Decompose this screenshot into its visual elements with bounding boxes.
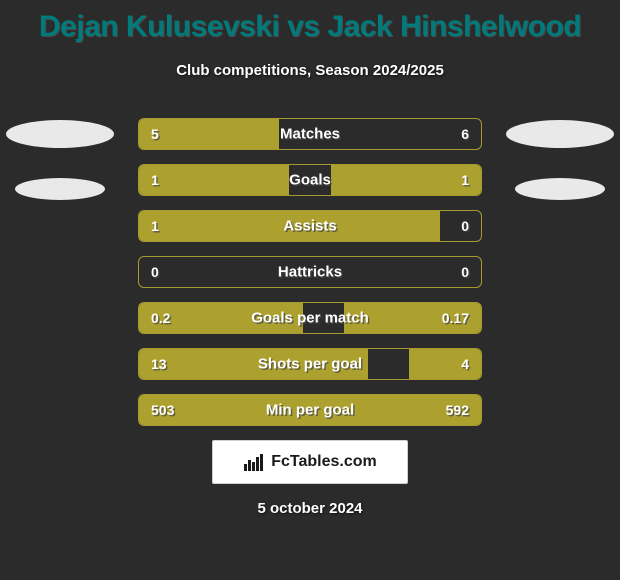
bar-right: [409, 349, 481, 379]
bar-left: [139, 119, 279, 149]
avatar-ellipse: [15, 178, 105, 200]
stat-row: 1Goals1: [138, 164, 482, 196]
player-left-avatar: [6, 120, 114, 200]
stat-row: 1Assists0: [138, 210, 482, 242]
stat-row: 13Shots per goal4: [138, 348, 482, 380]
stat-value-right: 6: [461, 126, 469, 142]
stat-row: 0Hattricks0: [138, 256, 482, 288]
bar-left: [139, 211, 440, 241]
logo-text: FcTables.com: [271, 453, 377, 471]
logo-bars-icon: [243, 452, 267, 472]
stat-row: 503Min per goal592: [138, 394, 482, 426]
stat-value-right: 0: [461, 264, 469, 280]
bar-right: [180, 395, 481, 425]
bar-left: [139, 303, 303, 333]
bar-left: [139, 349, 368, 379]
avatar-ellipse: [506, 120, 614, 148]
bar-right: [331, 165, 481, 195]
comparison-chart: 5Matches61Goals11Assists00Hattricks00.2G…: [138, 118, 482, 440]
avatar-ellipse: [6, 120, 114, 148]
stat-row: 5Matches6: [138, 118, 482, 150]
footer-date: 5 october 2024: [0, 500, 620, 517]
bar-left: [139, 165, 289, 195]
stat-row: 0.2Goals per match0.17: [138, 302, 482, 334]
stat-value-right: 0: [461, 218, 469, 234]
stat-label: Hattricks: [139, 264, 481, 281]
subtitle: Club competitions, Season 2024/2025: [0, 62, 620, 79]
logo-box: FcTables.com: [212, 440, 408, 484]
bar-right: [344, 303, 481, 333]
player-right-avatar: [506, 120, 614, 200]
stat-value-left: 0: [151, 264, 159, 280]
page-title: Dejan Kulusevski vs Jack Hinshelwood: [0, 0, 620, 44]
avatar-ellipse: [515, 178, 605, 200]
